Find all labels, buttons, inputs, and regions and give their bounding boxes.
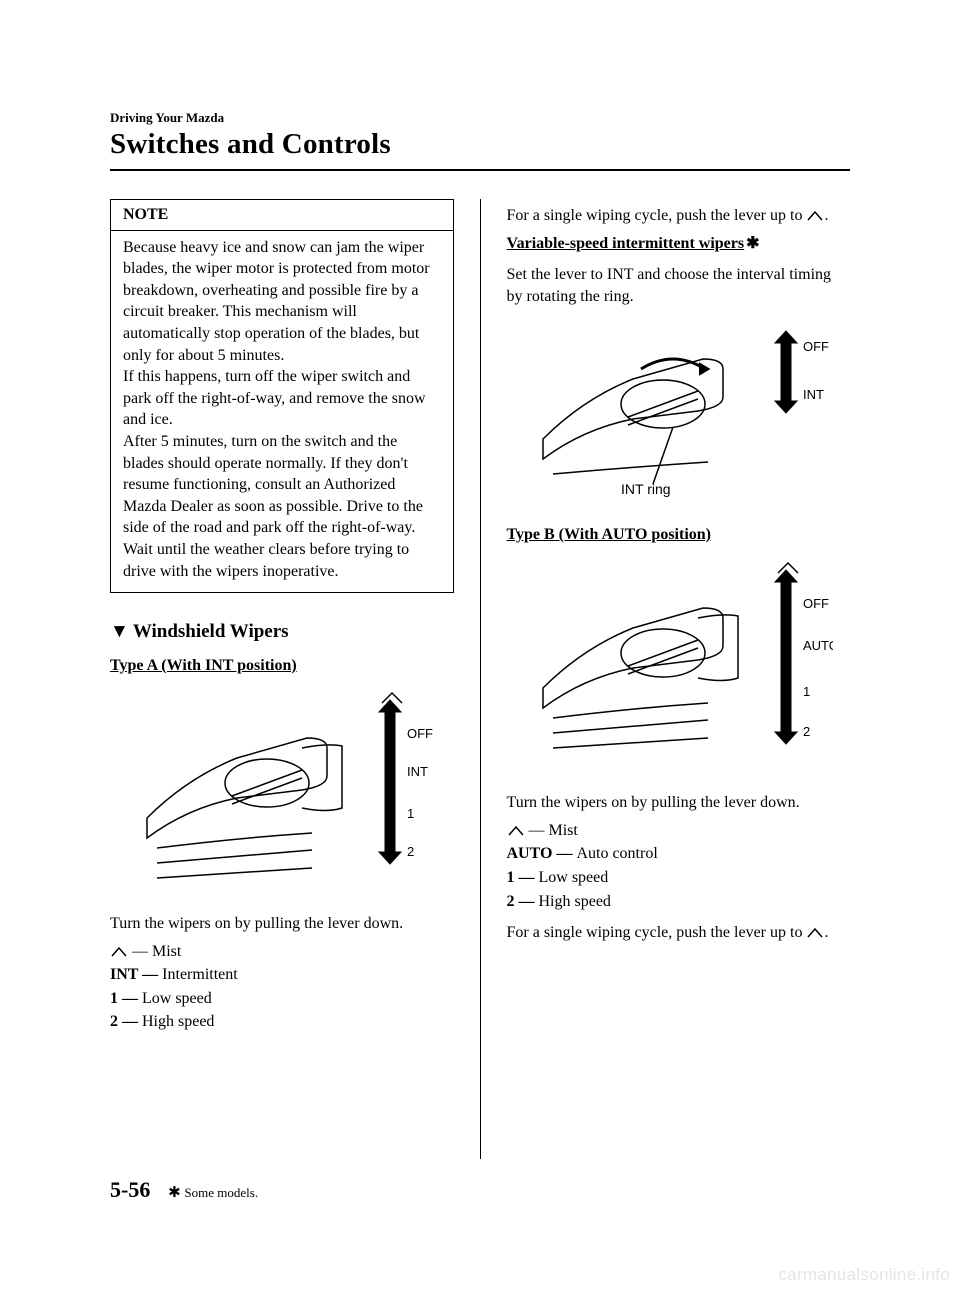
figB-label-off: OFF: [803, 596, 829, 611]
figA-label-int: INT: [407, 764, 428, 779]
figure-type-b: OFF AUTO 1 2: [507, 558, 851, 775]
figB-label-1: 1: [803, 684, 810, 699]
type-a-title: Type A (With INT position): [110, 655, 454, 677]
note-p3: After 5 minutes, turn on the switch and …: [123, 433, 423, 580]
defB-one: 1 ― Low speed: [507, 867, 851, 889]
chapter-label: Driving Your Mazda: [110, 110, 850, 126]
star-icon: ✱: [746, 233, 759, 255]
wipers-heading-text: Windshield Wipers: [133, 621, 289, 642]
mist-icon: [806, 927, 824, 939]
note-box: NOTE Because heavy ice and snow can jam …: [110, 199, 454, 593]
variable-speed-title: Variable-speed intermittent wipers✱: [507, 233, 851, 255]
variable-speed-body: Set the lever to INT and choose the inte…: [507, 264, 851, 307]
footnote-text: Some models.: [184, 1185, 258, 1200]
int-ring-caption: INT ring: [621, 481, 671, 497]
figB-label-2: 2: [803, 724, 810, 739]
watermark: carmanualsonline.info: [778, 1265, 950, 1285]
section-title: Switches and Controls: [110, 128, 850, 161]
def-one: 1 ― Low speed: [110, 988, 454, 1010]
note-p1: Because heavy ice and snow can jam the w…: [123, 239, 430, 364]
down-triangle-icon: ▼: [110, 619, 129, 645]
page-header: Driving Your Mazda Switches and Controls: [110, 110, 850, 171]
page-number: 5-56: [110, 1177, 150, 1202]
figV-label-int: INT: [803, 387, 824, 402]
right-column: For a single wiping cycle, push the leve…: [481, 199, 851, 1159]
footnote-star-icon: ✱: [168, 1185, 181, 1201]
note-p2: If this happens, turn off the wiper swit…: [123, 368, 426, 428]
def-two: 2 ― High speed: [110, 1011, 454, 1033]
type-b-title: Type B (With AUTO position): [507, 524, 851, 546]
def-mist: ― Mist: [110, 941, 454, 963]
figA-label-off: OFF: [407, 726, 433, 741]
page-footer: 5-56 ✱ Some models.: [110, 1177, 258, 1203]
figure-type-a: OFF INT 1 2: [110, 688, 454, 895]
defB-auto: AUTO ― Auto control: [507, 843, 851, 865]
defB-mist: ― Mist: [507, 820, 851, 842]
note-title: NOTE: [111, 200, 453, 231]
wiper-lever-type-b-svg: OFF AUTO 1 2: [523, 558, 833, 768]
single-cycle-b: For a single wiping cycle, push the leve…: [507, 922, 851, 944]
mist-icon: [507, 825, 525, 837]
two-column-body: NOTE Because heavy ice and snow can jam …: [110, 199, 850, 1159]
note-body: Because heavy ice and snow can jam the w…: [111, 231, 453, 593]
single-cycle-a: For a single wiping cycle, push the leve…: [507, 205, 851, 227]
figA-label-1: 1: [407, 806, 414, 821]
mist-icon: [110, 946, 128, 958]
mist-icon: [806, 210, 824, 222]
header-rule: [110, 169, 850, 171]
wiper-lever-type-a-svg: OFF INT 1 2: [127, 688, 437, 888]
def-int: INT ― Intermittent: [110, 964, 454, 986]
type-b-defs: ― Mist AUTO ― Auto control 1 ― Low speed…: [507, 820, 851, 912]
left-column: NOTE Because heavy ice and snow can jam …: [110, 199, 481, 1159]
type-b-instruction: Turn the wipers on by pulling the lever …: [507, 792, 851, 814]
type-a-instruction: Turn the wipers on by pulling the lever …: [110, 913, 454, 935]
figV-label-off: OFF: [803, 339, 829, 354]
type-a-defs: ― Mist INT ― Intermittent 1 ― Low speed …: [110, 941, 454, 1033]
wipers-heading: ▼Windshield Wipers: [110, 619, 454, 645]
defB-two: 2 ― High speed: [507, 891, 851, 913]
wiper-lever-variable-svg: OFF INT INT ring: [523, 319, 833, 499]
figB-label-auto: AUTO: [803, 638, 833, 653]
figure-variable: OFF INT INT ring: [507, 319, 851, 506]
figA-label-2: 2: [407, 844, 414, 859]
